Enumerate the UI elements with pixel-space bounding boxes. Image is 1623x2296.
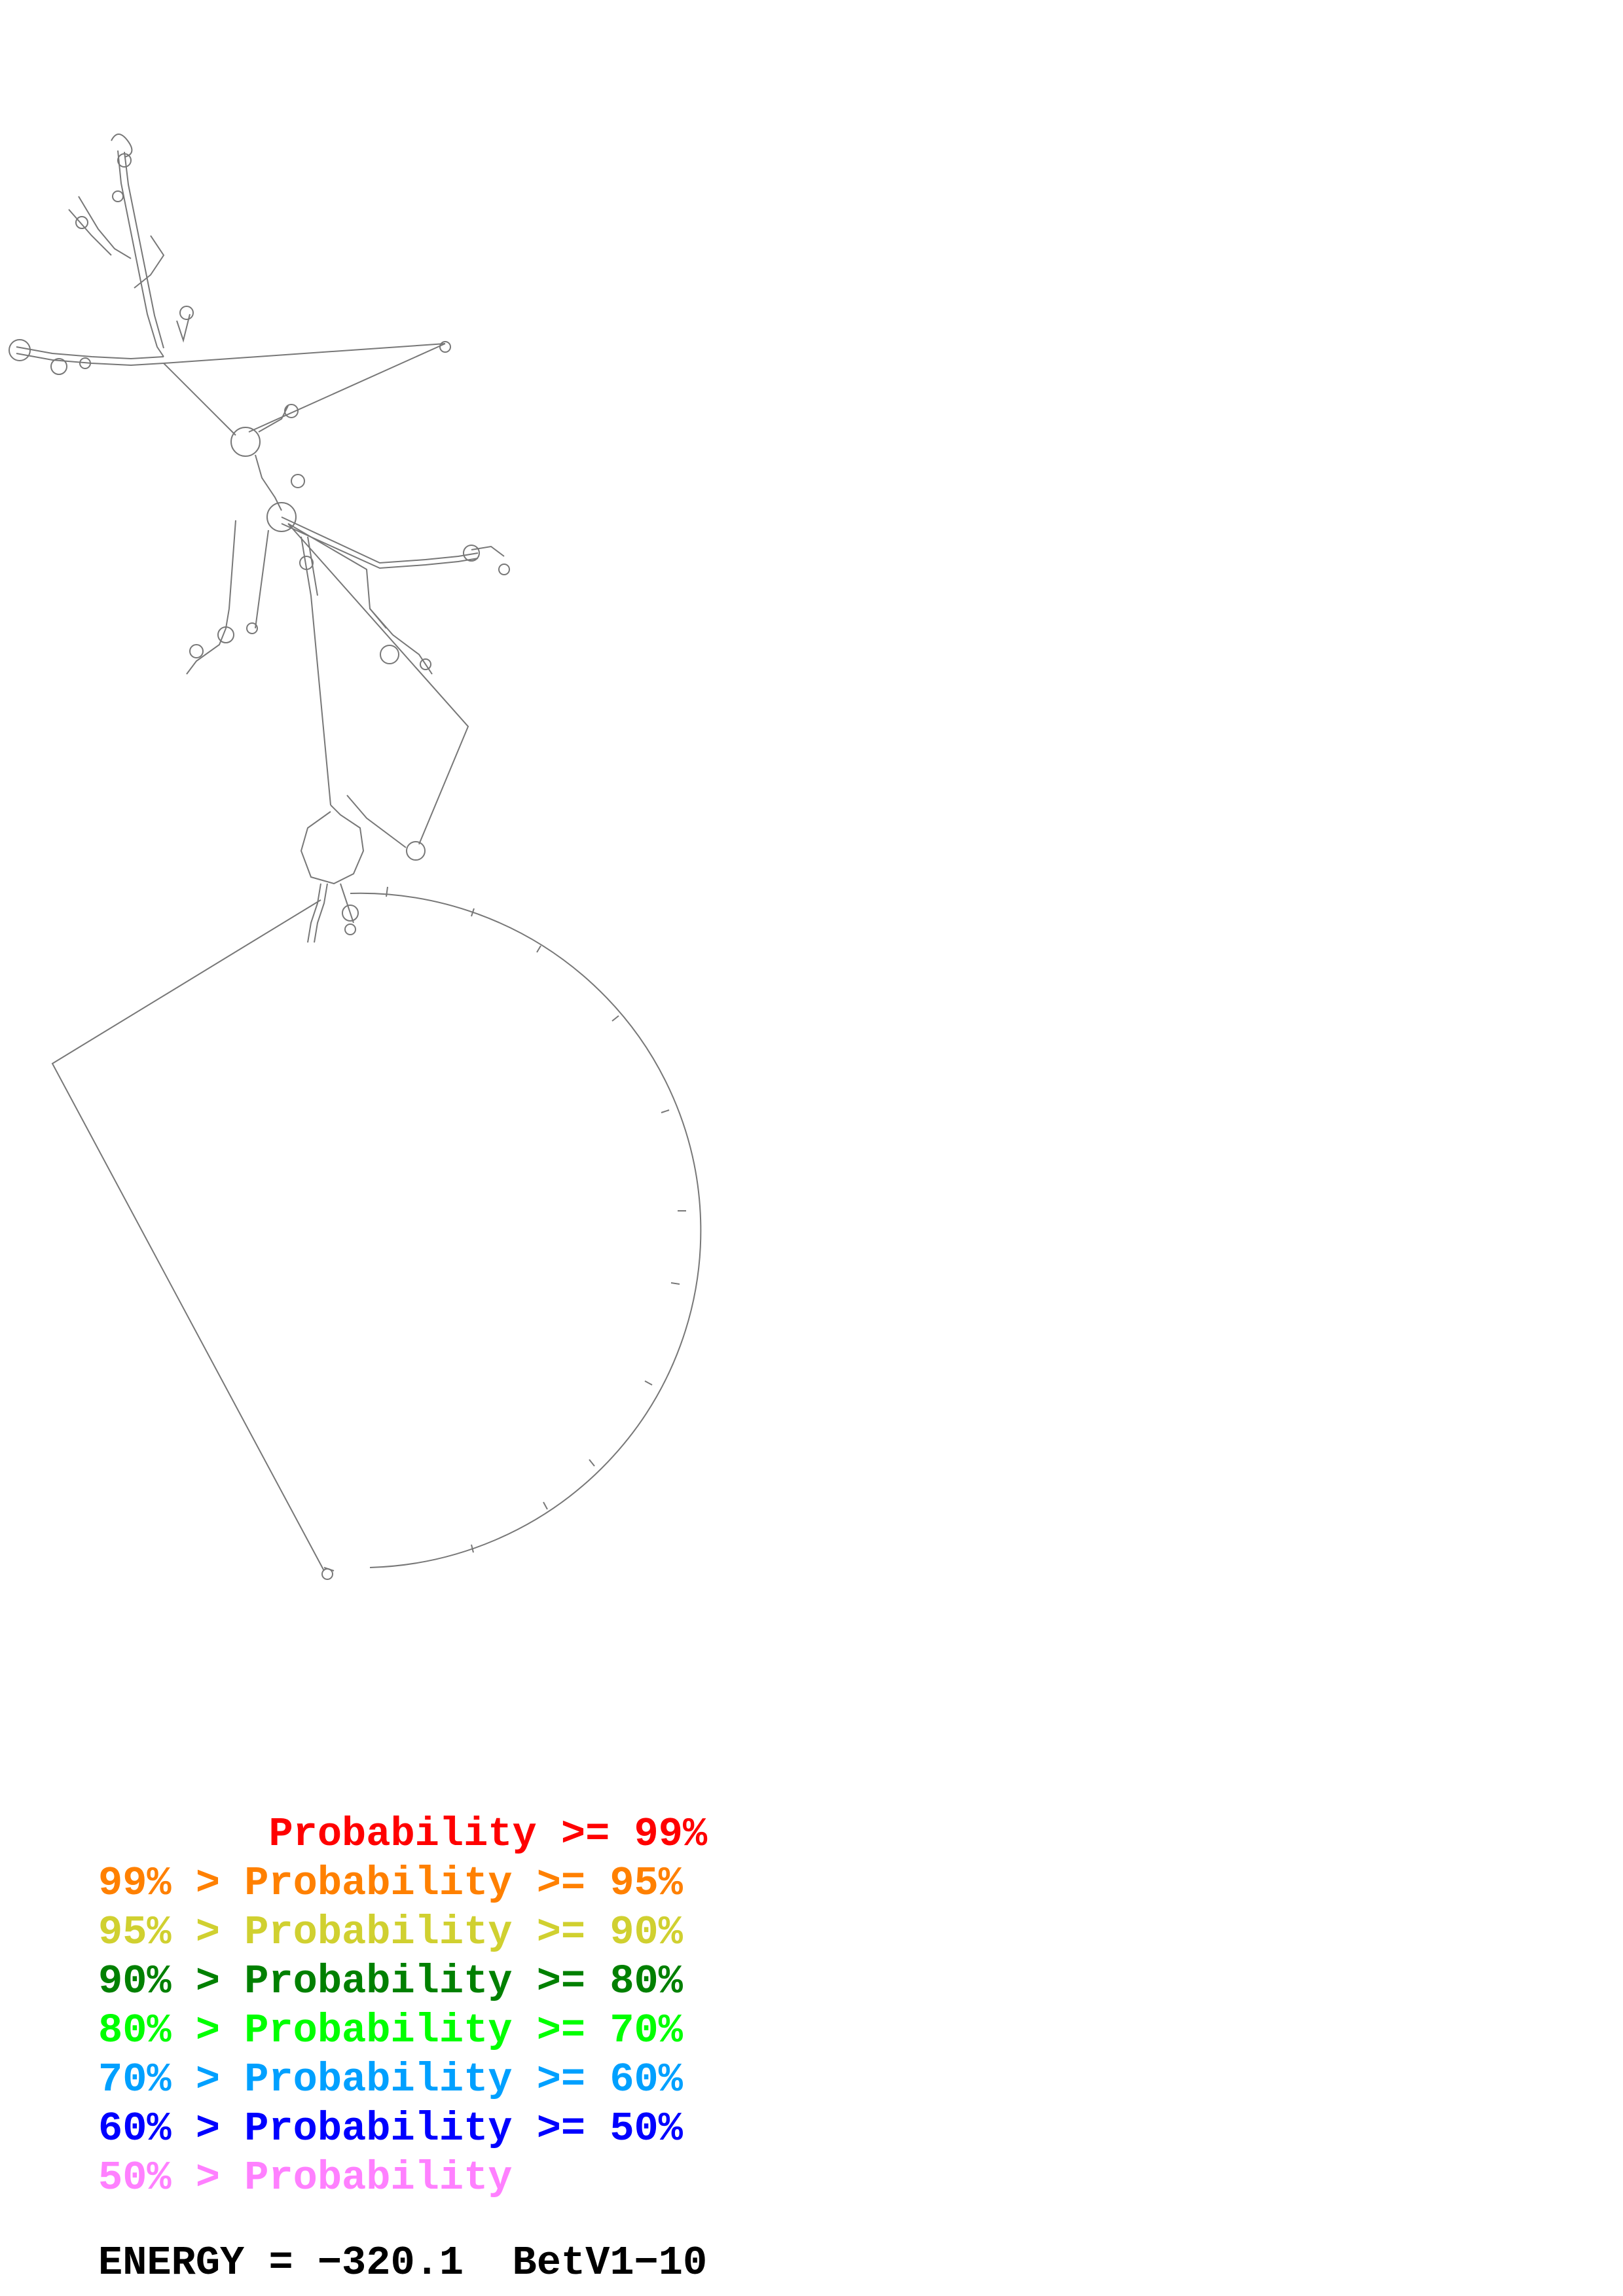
- stem: [346, 795, 407, 848]
- helix-center: [301, 536, 312, 596]
- connector: [310, 595, 331, 806]
- side-helix: [471, 545, 505, 557]
- multiloop: [266, 502, 297, 532]
- hairpin-loop: [498, 564, 510, 575]
- legend-entry: 99% > Probability >= 95%: [98, 1860, 683, 1907]
- hairpin-loop: [217, 626, 234, 643]
- hairpin-loop: [179, 306, 194, 320]
- legend-entry: 60% > Probability >= 50%: [98, 2106, 683, 2152]
- helix-lower-left: [186, 608, 230, 675]
- hairpin-loop: [406, 841, 426, 861]
- connector: [287, 523, 469, 845]
- hairpin-loop: [189, 644, 204, 658]
- side-helix: [134, 235, 165, 289]
- helix-right-lower: [369, 608, 433, 675]
- connector: [163, 343, 446, 364]
- multiloop: [230, 427, 261, 457]
- helix-top-branch: [117, 150, 164, 357]
- small-stem: [176, 314, 191, 343]
- hairpin-loop: [117, 153, 132, 168]
- helix-bottom: [307, 883, 321, 943]
- rna-secondary-structure: [9, 134, 702, 1580]
- hairpin-loop: [246, 622, 258, 634]
- legend-entry: Probability >= 99%: [98, 1811, 708, 1857]
- hairpin-loop: [463, 545, 480, 562]
- hairpin-loop: [9, 339, 31, 361]
- side-helix: [258, 405, 289, 433]
- connector: [255, 529, 269, 629]
- connector: [51, 899, 325, 1571]
- hairpin-loop: [284, 404, 299, 418]
- loop-top: [111, 134, 133, 158]
- stem: [323, 1567, 335, 1571]
- hairpin-loop: [79, 357, 91, 369]
- side-helix: [68, 209, 112, 256]
- helix-left-branch: [16, 346, 164, 360]
- hairpin-loop: [299, 556, 314, 570]
- stem: [255, 454, 282, 511]
- helix-bottom-3: [340, 883, 354, 924]
- legend-entry: 70% > Probability >= 60%: [98, 2056, 683, 2103]
- hairpin-loop: [75, 216, 88, 229]
- connector: [248, 343, 446, 433]
- hairpin-loop: [112, 190, 124, 202]
- helix-bottom-2: [314, 883, 328, 943]
- hairpin-loop: [50, 358, 67, 375]
- nucleotide-ticks: [386, 886, 686, 1553]
- side-helix: [78, 196, 132, 259]
- hairpin-loop: [380, 645, 399, 664]
- legend-entry: 95% > Probability >= 90%: [98, 1909, 683, 1956]
- helix-right-branch: [281, 516, 479, 564]
- legend-entry: 80% > Probability >= 70%: [98, 2007, 683, 2054]
- helix-left-branch-2: [16, 353, 164, 367]
- energy-label: ENERGY = −320.1 BetV1−10: [98, 2240, 708, 2286]
- hairpin-loop: [342, 905, 359, 922]
- helix-right-branch-2: [281, 523, 479, 569]
- hairpin-loop: [420, 658, 431, 670]
- connector: [228, 520, 236, 609]
- unpaired-arc: [350, 892, 702, 1568]
- helix-top-branch-2: [124, 151, 164, 349]
- hairpin-loop: [439, 341, 451, 353]
- connector: [163, 363, 236, 436]
- legend-entry: 90% > Probability >= 80%: [98, 1958, 683, 2005]
- legend-entry: 50% > Probability: [98, 2155, 513, 2201]
- multiloop-bottom: [300, 804, 365, 885]
- hairpin-loop: [291, 474, 305, 488]
- hairpin-loop: [344, 924, 356, 935]
